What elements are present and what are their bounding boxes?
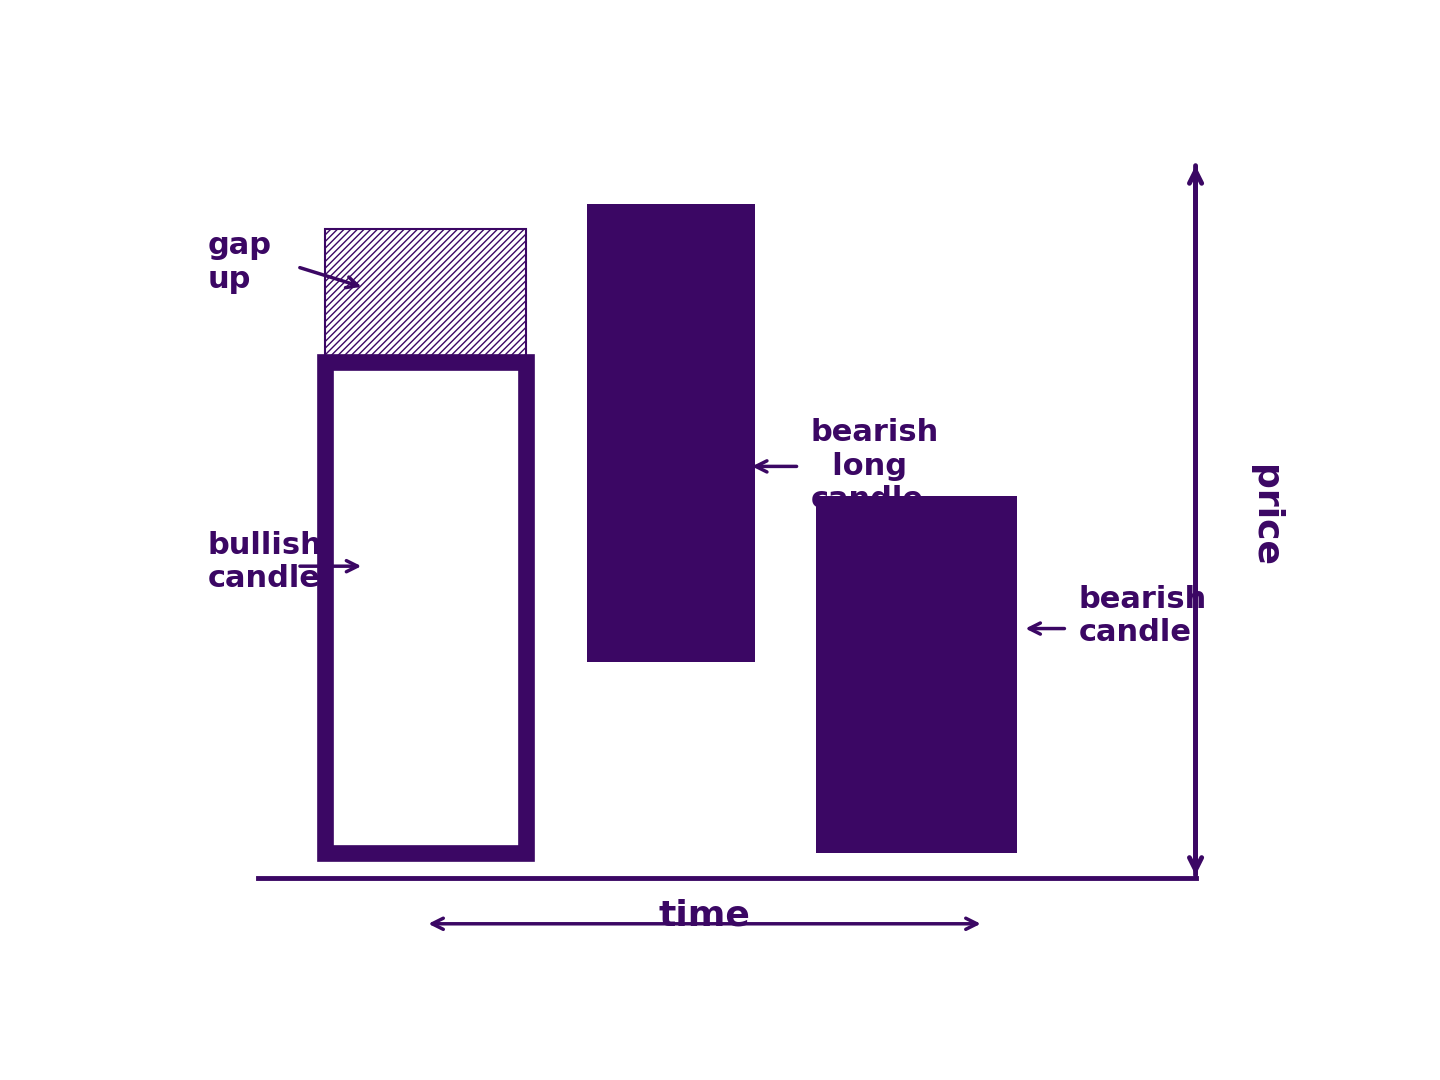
Bar <box>325 229 526 363</box>
Bar <box>816 496 1017 853</box>
Bar <box>325 363 526 853</box>
Text: bearish
candle: bearish candle <box>1079 584 1207 647</box>
Text: bullish
candle: bullish candle <box>207 530 323 593</box>
Text: bearish
  long
candle: bearish long candle <box>811 418 939 514</box>
Text: gap
up: gap up <box>207 231 272 294</box>
Bar <box>588 204 755 662</box>
Text: time: time <box>658 899 750 932</box>
Text: price: price <box>1247 465 1282 567</box>
